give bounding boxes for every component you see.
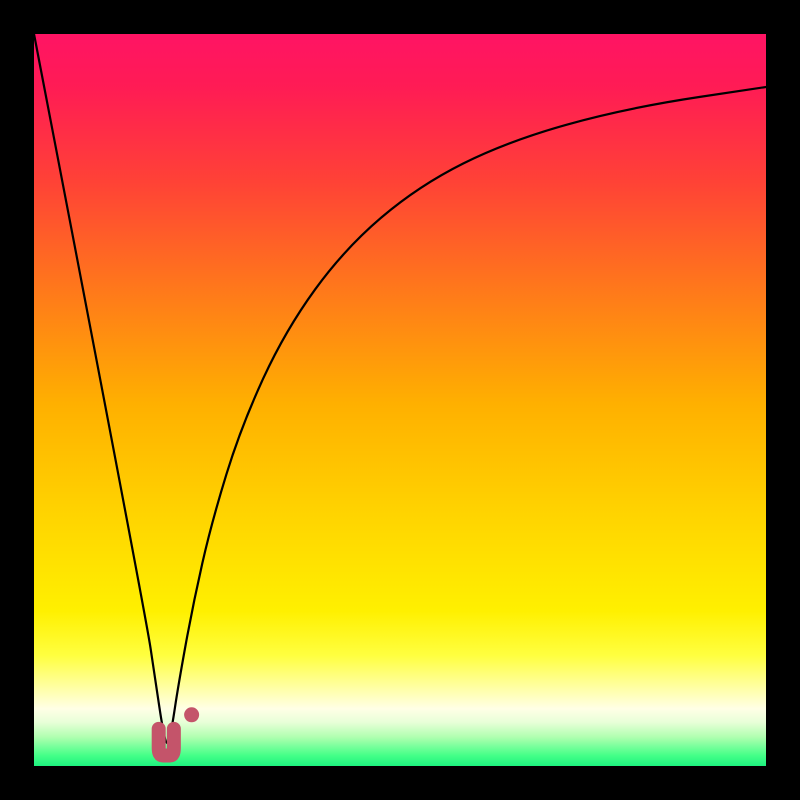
frame-bottom (0, 766, 800, 800)
dot-marker (184, 707, 199, 722)
chart-background (34, 34, 774, 774)
frame-left (0, 0, 34, 800)
frame-right (766, 0, 800, 800)
frame-top (0, 0, 800, 34)
